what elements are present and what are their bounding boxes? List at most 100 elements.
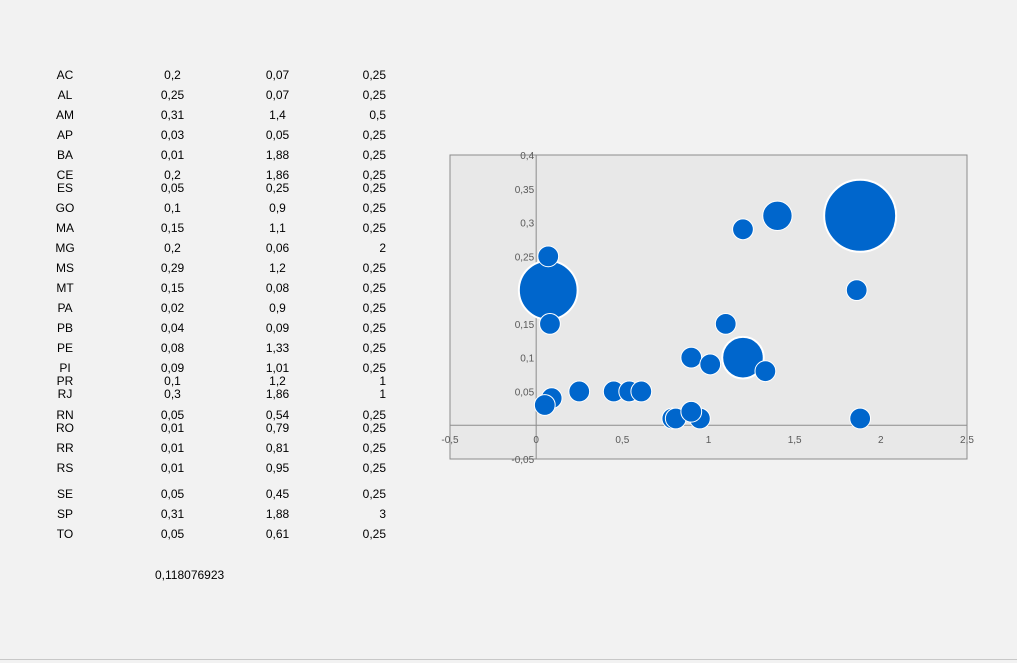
- value-cell[interactable]: 0,25: [362, 128, 386, 142]
- value-cell[interactable]: 0,07: [265, 68, 290, 82]
- value-cell[interactable]: 0,25: [362, 301, 386, 315]
- value-cell[interactable]: 0,25: [362, 421, 386, 435]
- row-label-cell[interactable]: MT: [56, 281, 74, 295]
- value-cell[interactable]: 0,03: [160, 128, 185, 142]
- row-label-cell[interactable]: SE: [56, 487, 73, 501]
- value-cell[interactable]: 0,04: [160, 321, 185, 335]
- value-cell[interactable]: 0,31: [160, 507, 185, 521]
- value-cell[interactable]: 0,2: [164, 241, 181, 255]
- data-bubble[interactable]: [699, 353, 722, 376]
- row-label-cell[interactable]: AC: [56, 68, 74, 82]
- value-cell[interactable]: 0,25: [362, 361, 386, 375]
- value-cell[interactable]: 1,86: [265, 168, 290, 182]
- value-cell[interactable]: 0,61: [265, 527, 290, 541]
- value-cell[interactable]: 0,81: [265, 441, 290, 455]
- value-cell[interactable]: 1: [379, 387, 386, 401]
- value-cell[interactable]: 0,25: [362, 341, 386, 355]
- value-cell[interactable]: 0,9: [269, 301, 286, 315]
- value-cell[interactable]: 0,05: [160, 527, 185, 541]
- value-cell[interactable]: 1,88: [265, 148, 290, 162]
- value-cell[interactable]: 0,25: [362, 201, 386, 215]
- value-cell[interactable]: 0,25: [362, 461, 386, 475]
- value-cell[interactable]: 0,25: [362, 441, 386, 455]
- row-label-cell[interactable]: MG: [55, 241, 75, 255]
- row-label-cell[interactable]: PR: [56, 374, 74, 388]
- value-cell[interactable]: 0,25: [362, 321, 386, 335]
- row-label-cell[interactable]: PB: [56, 321, 73, 335]
- value-cell[interactable]: 0,9: [269, 201, 286, 215]
- value-cell[interactable]: 2: [379, 241, 386, 255]
- data-bubble[interactable]: [568, 380, 591, 403]
- value-cell[interactable]: 0,25: [362, 181, 386, 195]
- data-bubble[interactable]: [539, 312, 561, 335]
- row-label-cell[interactable]: RR: [56, 441, 74, 455]
- value-cell[interactable]: 0,25: [265, 181, 290, 195]
- value-cell[interactable]: 0,29: [160, 261, 185, 275]
- value-cell[interactable]: 0,01: [160, 148, 185, 162]
- value-cell[interactable]: 1,2: [269, 374, 286, 388]
- value-cell[interactable]: 0,05: [265, 128, 290, 142]
- value-cell[interactable]: 0,2: [164, 168, 181, 182]
- row-label-cell[interactable]: ES: [56, 181, 73, 195]
- data-bubble[interactable]: [845, 279, 868, 302]
- value-cell[interactable]: 0,07: [265, 88, 290, 102]
- data-bubble[interactable]: [537, 245, 560, 268]
- row-label-cell[interactable]: RS: [56, 461, 74, 475]
- data-bubble[interactable]: [680, 346, 703, 369]
- value-cell[interactable]: 0,2: [164, 68, 181, 82]
- value-cell[interactable]: 0,25: [362, 487, 386, 501]
- value-cell[interactable]: 0,01: [160, 441, 185, 455]
- value-cell[interactable]: 0,05: [160, 408, 185, 422]
- row-label-cell[interactable]: RJ: [57, 387, 73, 401]
- value-cell[interactable]: 0,09: [265, 321, 290, 335]
- value-cell[interactable]: 1,33: [265, 341, 290, 355]
- value-cell[interactable]: 0,25: [362, 168, 386, 182]
- row-label-cell[interactable]: PE: [56, 341, 73, 355]
- value-cell[interactable]: 0,15: [160, 221, 185, 235]
- value-cell[interactable]: 0,05: [160, 487, 185, 501]
- computed-value-cell[interactable]: 0,118076923: [155, 568, 225, 582]
- value-cell[interactable]: 0,25: [160, 88, 185, 102]
- value-cell[interactable]: 0,08: [265, 281, 290, 295]
- value-cell[interactable]: 0,31: [160, 108, 185, 122]
- value-cell[interactable]: 1,1: [269, 221, 286, 235]
- row-label-cell[interactable]: RN: [56, 408, 74, 422]
- value-cell[interactable]: 0,25: [362, 281, 386, 295]
- value-cell[interactable]: 0,45: [265, 487, 290, 501]
- row-label-cell[interactable]: PI: [59, 361, 71, 375]
- row-label-cell[interactable]: AM: [56, 108, 74, 122]
- value-cell[interactable]: 0,25: [362, 68, 386, 82]
- value-cell[interactable]: 0,05: [160, 181, 185, 195]
- data-bubble[interactable]: [732, 218, 754, 241]
- value-cell[interactable]: 0,25: [362, 88, 386, 102]
- value-cell[interactable]: 0,3: [164, 387, 181, 401]
- row-label-cell[interactable]: AL: [57, 88, 73, 102]
- data-bubble[interactable]: [849, 407, 872, 430]
- row-label-cell[interactable]: MA: [56, 221, 74, 235]
- value-cell[interactable]: 0,25: [362, 408, 386, 422]
- data-bubble[interactable]: [762, 200, 793, 231]
- value-cell[interactable]: 1: [379, 374, 386, 388]
- data-bubble[interactable]: [630, 380, 653, 403]
- value-cell[interactable]: 0,25: [362, 148, 386, 162]
- data-bubble[interactable]: [823, 178, 898, 253]
- value-cell[interactable]: 0,54: [265, 408, 290, 422]
- row-label-cell[interactable]: PA: [57, 301, 73, 315]
- data-bubble[interactable]: [714, 312, 737, 335]
- value-cell[interactable]: 1,88: [265, 507, 290, 521]
- value-cell[interactable]: 0,01: [160, 421, 185, 435]
- data-bubble[interactable]: [754, 360, 777, 383]
- row-label-cell[interactable]: CE: [56, 168, 74, 182]
- value-cell[interactable]: 0,79: [265, 421, 290, 435]
- row-label-cell[interactable]: GO: [55, 201, 75, 215]
- value-cell[interactable]: 0,06: [265, 241, 290, 255]
- value-cell[interactable]: 1,2: [269, 261, 286, 275]
- value-cell[interactable]: 0,25: [362, 527, 386, 541]
- data-bubble[interactable]: [680, 400, 703, 423]
- data-bubble[interactable]: [721, 335, 765, 380]
- row-label-cell[interactable]: TO: [56, 527, 74, 541]
- value-cell[interactable]: 0,02: [160, 301, 185, 315]
- row-label-cell[interactable]: MS: [56, 261, 74, 275]
- value-cell[interactable]: 0,1: [164, 374, 181, 388]
- value-cell[interactable]: 0,25: [362, 221, 386, 235]
